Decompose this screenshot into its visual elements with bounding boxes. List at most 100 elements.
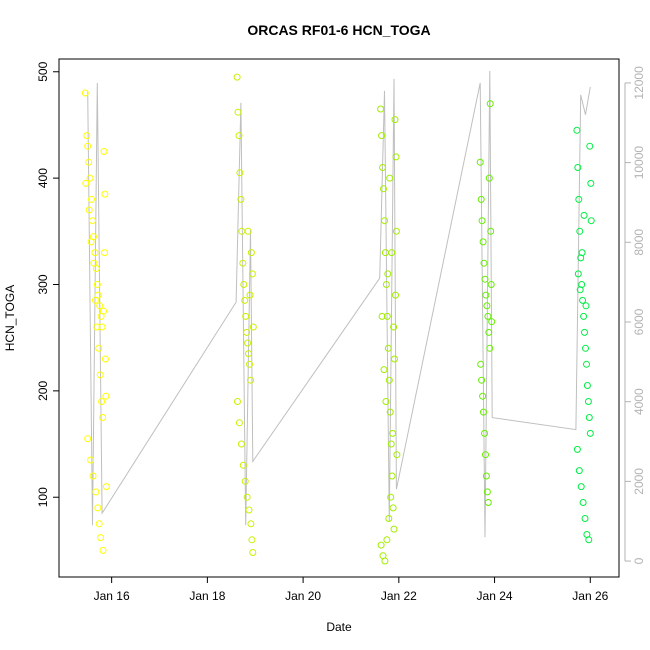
data-point xyxy=(84,435,92,443)
data-point xyxy=(383,536,391,544)
plot-frame xyxy=(58,58,620,578)
data-point xyxy=(487,281,495,288)
data-point xyxy=(575,195,583,203)
data-point xyxy=(379,164,387,171)
data-point xyxy=(236,169,244,177)
data-point xyxy=(478,217,486,225)
data-point xyxy=(574,270,582,278)
data-point xyxy=(381,557,389,565)
data-point xyxy=(387,493,395,501)
data-point xyxy=(93,281,101,288)
y-tick-label: 100 xyxy=(36,487,50,507)
data-point xyxy=(248,270,256,278)
y2-axis: 0 2000 4000 6000 8000 10000 12000 xyxy=(624,66,646,564)
data-point xyxy=(382,398,390,405)
data-point xyxy=(91,296,99,304)
data-point xyxy=(586,142,594,150)
data-point xyxy=(482,451,489,459)
data-point xyxy=(484,499,492,506)
data-point xyxy=(482,291,490,299)
y2-tick-label: 12000 xyxy=(632,66,646,100)
data-point xyxy=(233,73,241,81)
data-point xyxy=(387,440,395,448)
series-1 xyxy=(81,89,110,554)
data-point xyxy=(246,291,254,299)
data-point xyxy=(242,312,250,320)
series-4 xyxy=(476,100,496,506)
y-tick-label: 200 xyxy=(36,381,50,401)
x-tick-label: Jan 20 xyxy=(285,589,321,603)
data-point xyxy=(244,339,252,347)
data-point xyxy=(239,461,247,469)
data-point xyxy=(381,249,389,257)
data-point xyxy=(243,493,251,501)
data-point xyxy=(578,249,586,257)
y2-tick-label: 0 xyxy=(632,557,646,564)
x-tick-label: Jan 16 xyxy=(94,589,130,603)
chart-title: ORCAS RF01-6 HCN_TOGA xyxy=(247,22,430,38)
data-point xyxy=(385,515,393,522)
data-point xyxy=(476,158,484,166)
data-point xyxy=(235,132,243,140)
data-point xyxy=(483,302,491,310)
data-point xyxy=(487,227,495,235)
data-point xyxy=(384,270,392,278)
data-point xyxy=(101,190,109,198)
data-point xyxy=(87,456,95,464)
altitude-trace-layer xyxy=(87,70,591,538)
data-point xyxy=(81,89,89,97)
data-point xyxy=(482,472,490,480)
data-point xyxy=(385,376,393,384)
data-point xyxy=(94,504,102,512)
data-point xyxy=(95,520,103,528)
data-point xyxy=(485,174,493,182)
data-point xyxy=(83,132,91,140)
data-point xyxy=(392,153,400,161)
x-tick-label: Jan 18 xyxy=(189,589,225,603)
y-axis: 100 200 300 400 500 xyxy=(36,61,60,507)
data-point xyxy=(481,429,488,437)
data-point xyxy=(98,323,106,331)
data-point xyxy=(234,108,242,116)
data-point xyxy=(479,392,487,400)
data-point xyxy=(586,429,594,437)
data-point xyxy=(94,291,102,299)
data-point xyxy=(241,296,249,304)
data-point xyxy=(478,376,486,384)
data-point xyxy=(583,382,591,389)
data-point xyxy=(84,142,92,150)
data-point xyxy=(392,291,399,299)
altitude-line xyxy=(87,70,591,538)
data-point xyxy=(86,174,94,182)
data-point xyxy=(247,249,255,257)
data-point xyxy=(101,249,108,257)
data-point xyxy=(85,158,93,166)
data-point xyxy=(93,323,101,331)
data-point xyxy=(377,105,385,113)
data-point xyxy=(479,238,487,246)
data-point xyxy=(386,408,394,416)
y2-tick-label: 2000 xyxy=(632,468,646,495)
x-tick-label: Jan 22 xyxy=(381,589,417,603)
x-axis: Jan 16 Jan 18 Jan 20 Jan 22 Jan 24 Jan 26 xyxy=(94,576,609,603)
data-point xyxy=(87,238,95,246)
data-point xyxy=(484,312,492,320)
data-point xyxy=(585,414,593,421)
data-point xyxy=(486,100,494,108)
data-point xyxy=(381,217,388,225)
data-point xyxy=(85,206,93,214)
data-point xyxy=(235,419,243,427)
data-point xyxy=(579,499,587,506)
data-point xyxy=(241,477,249,485)
y-tick-label: 300 xyxy=(36,274,50,294)
data-point xyxy=(95,344,103,352)
data-point xyxy=(92,488,100,496)
data-point xyxy=(388,249,396,257)
data-point xyxy=(383,312,391,320)
data-point xyxy=(97,534,105,542)
data-point xyxy=(581,328,588,336)
data-point xyxy=(477,195,485,203)
x-tick-label: Jan 26 xyxy=(572,589,608,603)
data-point xyxy=(486,344,494,352)
